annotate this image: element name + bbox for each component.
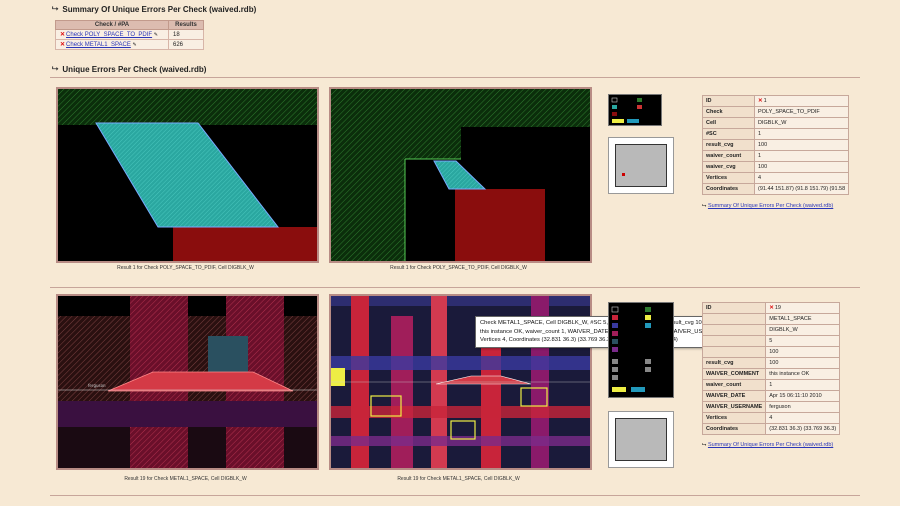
divider xyxy=(50,287,860,288)
result-caption: Result 19 for Check METAL1_SPACE, Cell D… xyxy=(124,476,247,482)
error-x-icon: ✕ xyxy=(769,305,774,311)
result-attributes-1: ID ✕1 Check POLY_SPACE_TO_PDIF Cell DIGBLK_… xyxy=(702,95,850,195)
error-x-icon: ✕ xyxy=(60,32,66,38)
result-marker xyxy=(622,173,625,176)
layout-label: ferguson xyxy=(88,383,106,388)
table-row: ✕Check POLY_SPACE_TO_PDIF ✎ 18 xyxy=(55,29,204,40)
col-results: Results xyxy=(168,20,204,30)
summary-header: ⮡ Summary Of Unique Errors Per Check (wa… xyxy=(52,4,256,14)
note-icon: ✎ xyxy=(132,42,137,48)
note-icon: ✎ xyxy=(153,32,158,38)
layout-view-metal-1[interactable]: ferguson xyxy=(56,294,319,470)
divider xyxy=(50,77,860,78)
col-check: Check / #PA xyxy=(55,20,169,30)
report-icon: ⮡ xyxy=(702,442,707,448)
summary-table: Check / #PA Results ✕Check POLY_SPACE_TO… xyxy=(55,20,204,50)
error-x-icon: ✕ xyxy=(758,98,763,104)
back-link-2[interactable]: ⮡ Summary Of Unique Errors Per Check (wa… xyxy=(702,442,834,448)
table-row: ✕Check METAL1_SPACE ✎ 626 xyxy=(55,39,204,50)
divider xyxy=(50,495,860,496)
result-caption: Result 1 for Check POLY_SPACE_TO_PDIF, C… xyxy=(117,265,254,271)
result-caption: Result 19 for Check METAL1_SPACE, Cell D… xyxy=(397,476,520,482)
report-icon: ⮡ xyxy=(702,203,707,209)
overview-thumbnail[interactable] xyxy=(608,137,674,194)
layer-legend-large xyxy=(608,302,674,398)
results-value: 18 xyxy=(168,29,204,40)
report-icon: ⮡ xyxy=(52,4,59,13)
layout-view-poly-1[interactable] xyxy=(56,87,319,263)
check-link-poly[interactable]: Check POLY_SPACE_TO_PDIF xyxy=(66,32,153,38)
error-x-icon: ✕ xyxy=(60,42,66,48)
unique-header: ⮡ Unique Errors Per Check (waived.rdb) xyxy=(52,64,206,74)
summary-title: Summary Of Unique Errors Per Check (waiv… xyxy=(62,4,257,14)
overview-thumbnail[interactable] xyxy=(608,411,674,468)
back-link-1[interactable]: ⮡ Summary Of Unique Errors Per Check (wa… xyxy=(702,203,834,209)
result-attributes-2: ID ✕19 METAL1_SPACE DIGBLK_W 5 100 result… xyxy=(701,302,841,435)
unique-title: Unique Errors Per Check (waived.rdb) xyxy=(62,64,207,74)
layout-view-poly-2[interactable] xyxy=(329,87,592,263)
layer-legend xyxy=(608,94,662,126)
results-value: 626 xyxy=(168,39,204,50)
check-link-metal1[interactable]: Check METAL1_SPACE xyxy=(66,42,131,48)
result-caption: Result 1 for Check POLY_SPACE_TO_PDIF, C… xyxy=(390,265,527,271)
layout-view-metal-2[interactable] xyxy=(329,294,592,470)
report-icon: ⮡ xyxy=(52,64,59,73)
